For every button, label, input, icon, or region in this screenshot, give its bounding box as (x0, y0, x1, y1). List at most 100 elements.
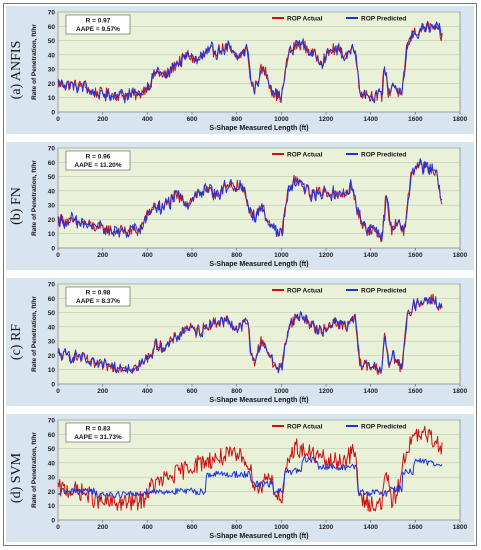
y-tick-label: 70 (48, 282, 56, 289)
legend-label: ROP Actual (287, 152, 323, 159)
chart-rf: 0 10 20 30 40 50 60 70 0 200 400 600 800 1000 1200 1400… (31, 282, 468, 405)
legend-label: ROP Predicted (361, 424, 406, 431)
x-tick-label: 1200 (319, 388, 334, 395)
y-tick-label: 0 (51, 518, 55, 525)
series-line-rop-predicted (57, 296, 443, 374)
stats-r: R = 0.98 (86, 290, 111, 297)
x-tick-label: 200 (97, 524, 108, 531)
x-tick-label: 1200 (319, 252, 334, 259)
x-tick-label: 1600 (408, 524, 423, 531)
y-tick-label: 60 (48, 160, 56, 167)
legend-label: ROP Actual (287, 288, 323, 295)
y-tick-label: 70 (48, 10, 56, 17)
x-tick-label: 1400 (363, 524, 378, 531)
stats-r: R = 0.97 (86, 18, 111, 25)
x-tick-label: 0 (56, 252, 60, 259)
x-tick-label: 1800 (453, 388, 468, 395)
y-tick-label: 0 (51, 110, 55, 117)
x-tick-label: 200 (97, 388, 108, 395)
y-tick-label: 70 (48, 418, 56, 425)
y-tick-label: 30 (48, 475, 56, 482)
stats-aape: AAPE = 31.73% (74, 434, 122, 441)
stats-box (65, 150, 131, 171)
y-tick-label: 10 (48, 95, 56, 102)
y-axis-label: Rate of Penetration, ft/hr (31, 24, 38, 100)
chart-fn: 0 10 20 30 40 50 60 70 0 200 400 600 800 1000 1200 1400… (31, 146, 468, 269)
series-line-rop-predicted (57, 20, 443, 104)
x-tick-label: 600 (187, 388, 198, 395)
y-tick-label: 30 (48, 203, 56, 210)
y-tick-label: 40 (48, 52, 56, 59)
x-tick-label: 0 (56, 388, 60, 395)
legend-label: ROP Actual (287, 424, 323, 431)
x-tick-label: 1600 (408, 116, 423, 123)
x-tick-label: 1200 (319, 524, 334, 531)
x-tick-label: 1800 (453, 116, 468, 123)
panel-label: (b) FN (6, 142, 28, 270)
stats-r: R = 0.96 (86, 154, 111, 161)
y-tick-label: 70 (48, 146, 56, 153)
y-axis-label: Rate of Penetration, ft/hr (31, 432, 38, 508)
panel-label: (a) ANFIS (6, 6, 28, 134)
y-tick-label: 20 (48, 217, 56, 224)
panel-rf: (c) RF 0 10 20 30 40 50 60 70 0 200 400 600 800 1000 1… (6, 278, 474, 406)
stats-box (65, 286, 131, 307)
x-tick-label: 1400 (363, 252, 378, 259)
y-axis-label: Rate of Penetration, ft/hr (31, 296, 38, 372)
series-line-rop-predicted (57, 158, 443, 242)
x-tick-label: 800 (231, 524, 242, 531)
x-tick-label: 1600 (408, 252, 423, 259)
x-tick-label: 800 (231, 116, 242, 123)
x-tick-label: 800 (231, 388, 242, 395)
chart-svm: 0 10 20 30 40 50 60 70 0 200 400 600 800 1000 1200 1400… (31, 418, 468, 541)
x-tick-label: 1800 (453, 252, 468, 259)
stats-r: R = 0.83 (86, 426, 111, 433)
x-tick-label: 1600 (408, 388, 423, 395)
x-tick-label: 400 (142, 524, 153, 531)
y-tick-label: 60 (48, 432, 56, 439)
x-tick-label: 400 (142, 252, 153, 259)
panel-svm: (d) SVM 0 10 20 30 40 50 60 70 0 200 400 600 800 1000… (6, 414, 474, 542)
x-tick-label: 0 (56, 116, 60, 123)
x-tick-label: 1200 (319, 116, 334, 123)
stats-aape: AAPE = 9.57% (76, 26, 120, 33)
y-tick-label: 50 (48, 310, 56, 317)
x-tick-label: 1400 (363, 388, 378, 395)
y-tick-label: 60 (48, 24, 56, 31)
y-tick-label: 20 (48, 81, 56, 88)
panel-label-text: (b) FN (9, 187, 24, 225)
figure: (a) ANFIS 0 10 20 30 40 50 60 70 0 200 400 600 800 10… (3, 3, 477, 546)
panel-label-text: (d) SVM (9, 452, 24, 504)
stats-box (65, 14, 131, 35)
y-tick-label: 30 (48, 339, 56, 346)
legend-label: ROP Actual (287, 16, 323, 23)
x-tick-label: 1000 (274, 388, 289, 395)
panel-anfis: (a) ANFIS 0 10 20 30 40 50 60 70 0 200 400 600 800 10… (6, 6, 474, 134)
y-tick-label: 20 (48, 489, 56, 496)
x-tick-label: 200 (97, 116, 108, 123)
panel-label: (d) SVM (6, 414, 28, 542)
stats-aape: AAPE = 8.37% (76, 298, 120, 305)
y-tick-label: 50 (48, 38, 56, 45)
x-tick-label: 1000 (274, 524, 289, 531)
y-tick-label: 40 (48, 188, 56, 195)
x-tick-label: 400 (142, 116, 153, 123)
y-tick-label: 50 (48, 446, 56, 453)
panel-label-text: (c) RF (9, 323, 24, 361)
x-tick-label: 1800 (453, 524, 468, 531)
x-tick-label: 600 (187, 116, 198, 123)
y-axis-label: Rate of Penetration, ft/hr (31, 160, 38, 236)
y-tick-label: 40 (48, 460, 56, 467)
x-axis-label: S-Shape Measured Length (ft) (209, 261, 308, 268)
x-tick-label: 200 (97, 252, 108, 259)
panel-label: (c) RF (6, 278, 28, 406)
chart-anfis: 0 10 20 30 40 50 60 70 0 200 400 600 800 1000 1200 1400… (31, 10, 468, 133)
stats-aape: AAPE = 11.20% (74, 162, 121, 169)
x-axis-label: S-Shape Measured Length (ft) (209, 397, 308, 404)
y-tick-label: 30 (48, 67, 56, 74)
y-tick-label: 60 (48, 296, 56, 303)
y-tick-label: 10 (48, 367, 56, 374)
legend-label: ROP Predicted (361, 16, 406, 23)
panel-fn: (b) FN 0 10 20 30 40 50 60 70 0 200 400 600 800 1000 1… (6, 142, 474, 270)
panel-label-text: (a) ANFIS (9, 40, 24, 100)
